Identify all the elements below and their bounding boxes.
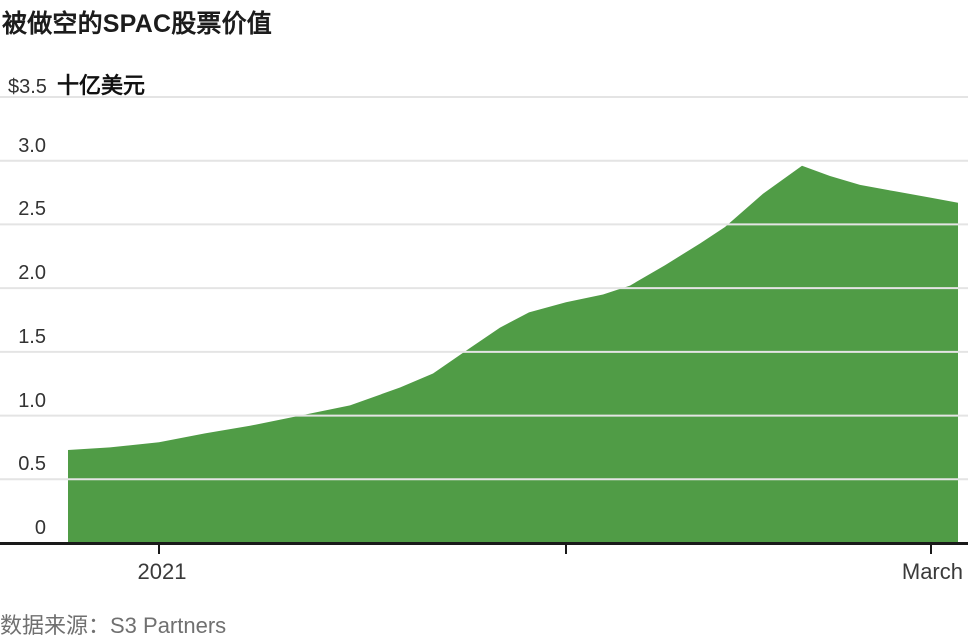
- y-tick-label: 2.0: [18, 262, 46, 285]
- chart-title: 被做空的SPAC股票价值: [2, 10, 273, 38]
- y-tick-label: 1.5: [18, 325, 46, 348]
- y-tick-label: 0.5: [18, 453, 46, 476]
- x-axis-baseline: [0, 542, 968, 545]
- x-tick-mark: [930, 545, 932, 554]
- y-axis-unit-row: $3.5 十亿美元: [8, 68, 145, 100]
- y-tick-label: 2.5: [18, 198, 46, 221]
- x-tick-mark: [158, 545, 160, 554]
- y-tick-label: 1.0: [18, 389, 46, 412]
- y-axis-unit-label: 十亿美元: [56, 73, 145, 98]
- y-axis-top-tick-label: $3.5: [8, 76, 47, 98]
- y-tick-label: 0: [34, 517, 46, 539]
- x-tick-mark: [565, 545, 567, 554]
- source-note: 数据来源：S3 Partners: [0, 613, 227, 638]
- y-tick-label: 3.0: [18, 134, 46, 157]
- area-series: [68, 165, 958, 544]
- x-tick-label-2021: 2021: [137, 559, 187, 584]
- x-tick-label-march: March: [901, 559, 963, 584]
